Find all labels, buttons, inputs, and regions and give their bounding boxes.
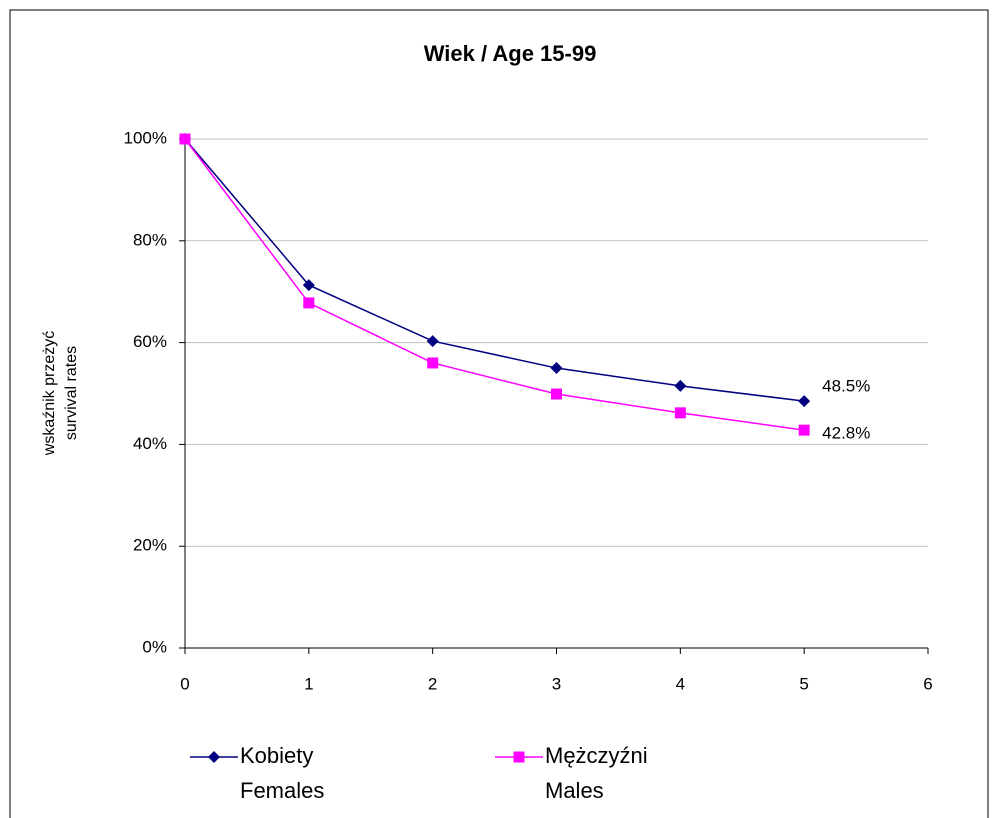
data-label: 42.8%	[822, 424, 870, 443]
marker	[302, 279, 315, 292]
marker	[674, 407, 686, 419]
y-tick-label: 20%	[133, 536, 167, 555]
marker	[303, 297, 315, 309]
series-line	[184, 138, 805, 402]
marker	[674, 379, 687, 392]
marker	[427, 357, 439, 369]
marker	[550, 362, 563, 375]
legend-label-line: Kobiety	[240, 743, 313, 768]
legend-label-line: Males	[545, 778, 604, 803]
y-axis-label-line: survival rates	[63, 346, 80, 440]
y-tick-label: 60%	[133, 332, 167, 351]
legend-label: Mężczyźni Males	[545, 743, 648, 803]
chart-title: Wiek / Age 15-99	[424, 41, 597, 66]
data-label: 48.5%	[822, 377, 870, 396]
y-tick-label: 40%	[133, 434, 167, 453]
x-tick-label: 0	[180, 674, 189, 693]
marker	[513, 751, 525, 763]
marker	[179, 133, 191, 145]
marker	[551, 388, 562, 400]
marker	[426, 335, 439, 348]
x-tick-label: 5	[799, 674, 808, 693]
legend-label: Kobiety Females	[240, 743, 324, 803]
y-axis-label-line: wskaźnik przeżyć	[41, 331, 58, 456]
y-tick-label: 0%	[142, 637, 167, 656]
x-tick-label: 1	[304, 674, 313, 693]
y-tick-label: 80%	[133, 230, 167, 249]
marker	[798, 424, 810, 436]
chart-frame	[9, 9, 989, 818]
marker	[798, 395, 811, 408]
marker	[208, 751, 220, 763]
x-tick-label: 2	[428, 674, 437, 693]
series-line	[184, 138, 805, 431]
y-axis-label: wskaźnik przeżyć survival rates	[41, 331, 80, 456]
y-tick-label: 100%	[124, 128, 167, 147]
x-tick-label: 3	[552, 674, 561, 693]
legend-label-line: Mężczyźni	[545, 743, 648, 768]
x-tick-label: 6	[923, 674, 932, 693]
x-tick-label: 4	[676, 674, 685, 693]
legend-label-line: Females	[240, 778, 324, 803]
